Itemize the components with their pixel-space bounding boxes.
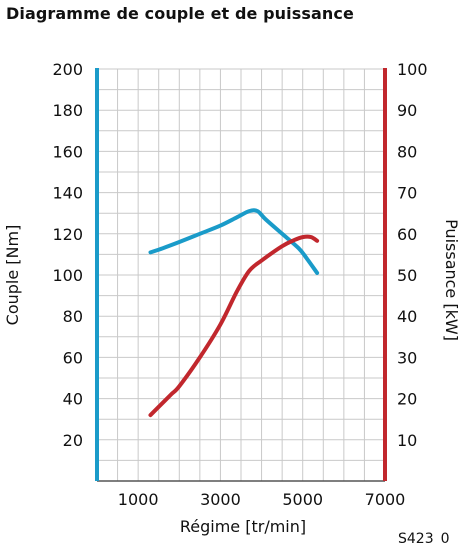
left-y-tick-label: 100 bbox=[52, 266, 83, 285]
right-y-tick-label: 30 bbox=[397, 348, 417, 367]
torque-curve bbox=[148, 208, 320, 275]
series-layer bbox=[148, 208, 320, 418]
tick-labels: 1000 3000 5000 7000 20 40 60 80 100 120 140 160 180 2… bbox=[52, 60, 427, 509]
right-y-axis-label: Puissance [kW] bbox=[442, 219, 460, 341]
left-y-tick-label: 140 bbox=[52, 184, 83, 203]
left-y-tick-label: 60 bbox=[63, 348, 83, 367]
x-tick-label: 7000 bbox=[365, 490, 406, 509]
left-y-tick-label: 120 bbox=[52, 225, 83, 244]
right-y-tick-label: 60 bbox=[397, 225, 417, 244]
grid bbox=[97, 68, 385, 481]
left-y-tick-label: 40 bbox=[63, 390, 83, 409]
x-tick-label: 3000 bbox=[200, 490, 241, 509]
power-curve bbox=[148, 234, 320, 418]
x-axis-label: Régime [tr/min] bbox=[180, 517, 306, 536]
figure-id: S423_0 bbox=[398, 531, 450, 543]
right-y-tick-label: 50 bbox=[397, 266, 417, 285]
x-tick-label: 1000 bbox=[118, 490, 159, 509]
right-y-tick-label: 80 bbox=[397, 142, 417, 161]
right-y-tick-label: 100 bbox=[397, 60, 428, 79]
chart-title: Diagramme de couple et de puissance bbox=[6, 4, 354, 23]
right-y-tick-label: 40 bbox=[397, 307, 417, 326]
axes bbox=[95, 68, 387, 482]
left-y-tick-label: 160 bbox=[52, 142, 83, 161]
left-y-tick-label: 200 bbox=[52, 60, 83, 79]
right-y-tick-label: 90 bbox=[397, 101, 417, 120]
right-y-tick-label: 10 bbox=[397, 431, 417, 450]
right-y-tick-label: 70 bbox=[397, 184, 417, 203]
left-y-tick-label: 180 bbox=[52, 101, 83, 120]
left-y-axis-label: Couple [Nm] bbox=[3, 225, 22, 326]
right-y-tick-label: 20 bbox=[397, 390, 417, 409]
left-y-tick-label: 20 bbox=[63, 431, 83, 450]
x-tick-label: 5000 bbox=[282, 490, 323, 509]
left-y-tick-label: 80 bbox=[63, 307, 83, 326]
